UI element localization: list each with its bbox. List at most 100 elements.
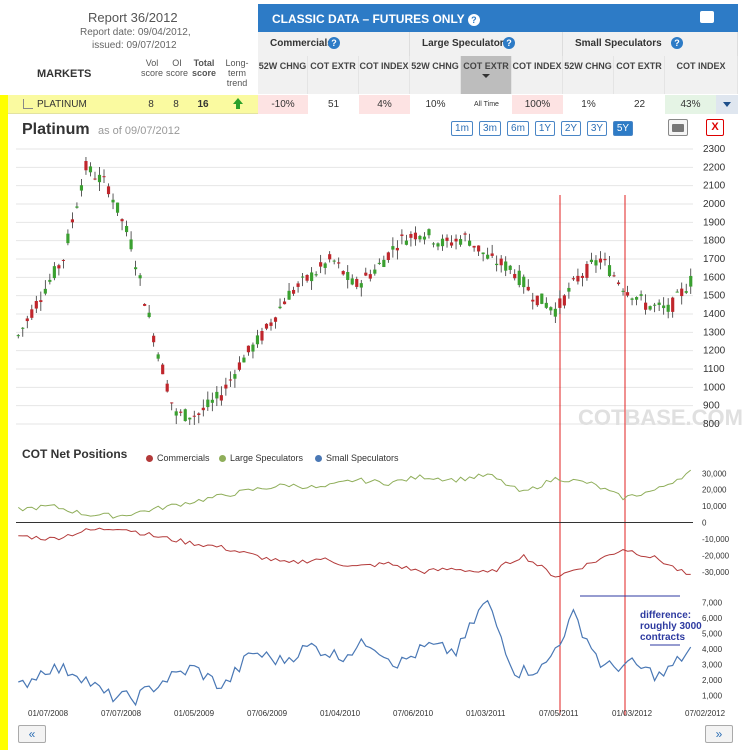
candle-body: [301, 276, 305, 278]
candle-body: [616, 282, 621, 285]
range-3y-button[interactable]: 3Y: [587, 121, 607, 136]
net-tick-label: 10,000: [702, 502, 727, 511]
oi-score: 8: [173, 99, 179, 110]
sub-52w-chng[interactable]: 52W CHNG: [563, 56, 614, 94]
candle-body: [287, 290, 291, 300]
candle-body: [255, 335, 260, 345]
legend-commercials[interactable]: Commercials: [146, 453, 210, 463]
candle-body: [210, 399, 214, 403]
sub-cot-index[interactable]: COT INDEX: [359, 56, 410, 94]
sub-cot-extr[interactable]: COT EXTR: [308, 56, 359, 94]
range-2y-button[interactable]: 2Y: [561, 121, 581, 136]
net-tick-label: -30,000: [702, 568, 730, 577]
market-name[interactable]: PLATINUM: [37, 99, 87, 110]
candle-body: [188, 417, 192, 420]
sub-cot-index[interactable]: COT INDEX: [512, 56, 563, 94]
range-1m-button[interactable]: 1m: [451, 121, 473, 136]
help-icon[interactable]: ?: [328, 37, 340, 49]
candle-body: [93, 178, 97, 180]
candle-body: [571, 278, 575, 280]
candle-body: [499, 258, 503, 266]
candle-body: [598, 258, 603, 263]
candle-body: [413, 232, 418, 240]
candle-body: [495, 263, 499, 266]
candle-body: [689, 275, 693, 287]
nav-prev-button[interactable]: «: [18, 725, 46, 743]
com-52w-chng: -10%: [258, 95, 308, 114]
candle-body: [328, 254, 332, 260]
legend-small-speculators[interactable]: Small Speculators: [315, 453, 399, 463]
sub-52w-chng[interactable]: 52W CHNG: [410, 56, 461, 94]
nav-next-button[interactable]: »: [705, 725, 733, 743]
candle-body: [404, 240, 408, 245]
group-small-speculators: Small Speculators ?: [563, 32, 738, 56]
candle-body: [504, 261, 508, 271]
price-tick-label: 1700: [703, 254, 726, 265]
candle-body: [260, 330, 264, 341]
chart-title: Platinum: [22, 121, 90, 138]
candle-body: [549, 307, 553, 311]
candle-body: [310, 272, 314, 282]
candle-body: [124, 225, 129, 233]
sm-cot-extr: 22: [633, 99, 646, 110]
candle-body: [612, 275, 616, 277]
chevron-down-icon: [723, 102, 731, 107]
annotation-text: difference: roughly 3000 contracts: [640, 610, 702, 643]
candle-body: [535, 295, 539, 306]
candle-body: [544, 302, 548, 308]
candle-body: [282, 301, 287, 305]
range-5y-button[interactable]: 5Y: [613, 121, 633, 136]
range-1y-button[interactable]: 1Y: [535, 121, 555, 136]
candle-body: [364, 272, 368, 276]
candle-body: [562, 295, 566, 306]
vol-score: 8: [148, 99, 154, 110]
legend-dot-icon: [219, 455, 226, 463]
candle-body: [246, 345, 251, 353]
price-tick-label: 1200: [703, 346, 726, 357]
help-icon[interactable]: ?: [671, 37, 683, 49]
mini-chart-icon[interactable]: [23, 99, 33, 109]
chart-close-button[interactable]: X: [706, 119, 724, 136]
long-term-trend-header: Long-term trend: [225, 58, 249, 88]
chart-print-button[interactable]: [668, 119, 688, 136]
candle-body: [179, 411, 183, 413]
market-row-platinum[interactable]: [8, 95, 258, 114]
net-tick-label: 20,000: [702, 486, 727, 495]
candle-body: [129, 239, 133, 250]
candle-body: [481, 252, 485, 255]
candle-body: [147, 312, 151, 318]
candle-body: [215, 391, 219, 399]
help-icon[interactable]: ?: [467, 14, 480, 26]
small-tick-label: 3,000: [702, 660, 723, 669]
row-expand-button[interactable]: [716, 95, 738, 114]
candle-body: [115, 202, 120, 213]
sub-cot-index[interactable]: COT INDEX: [665, 56, 738, 94]
candle-body: [332, 260, 336, 262]
legend-large-speculators[interactable]: Large Speculators: [219, 453, 303, 463]
candle-body: [197, 413, 201, 415]
candle-body: [88, 166, 93, 173]
candle-body: [134, 267, 138, 270]
candle-body: [75, 206, 79, 208]
candle-body: [621, 290, 625, 292]
print-icon[interactable]: [700, 11, 714, 23]
help-icon[interactable]: ?: [503, 37, 515, 49]
range-3m-button[interactable]: 3m: [479, 121, 501, 136]
candle-body: [368, 274, 372, 279]
candle-body: [400, 234, 404, 236]
range-6m-button[interactable]: 6m: [507, 121, 529, 136]
candle-body: [382, 259, 386, 268]
small-tick-label: 1,000: [702, 691, 723, 700]
sub-cot-extr[interactable]: COT EXTR: [614, 56, 665, 94]
x-tick-label: 07/05/2011: [539, 709, 579, 718]
candle-body: [264, 323, 269, 329]
sub-cot-extr-active[interactable]: COT EXTR: [461, 56, 512, 94]
candle-body: [152, 335, 156, 343]
sub-52w-chng[interactable]: 52W CHNG: [258, 56, 308, 94]
candle-body: [111, 199, 115, 203]
chart-axes: 800 900 1000 1100 1200 1300 1400 1500 1600 1700 18…: [28, 144, 730, 718]
chart-grid: COTBASE.COM: [16, 148, 743, 715]
candle-body: [102, 176, 106, 178]
x-tick-label: 07/07/2008: [101, 709, 142, 718]
